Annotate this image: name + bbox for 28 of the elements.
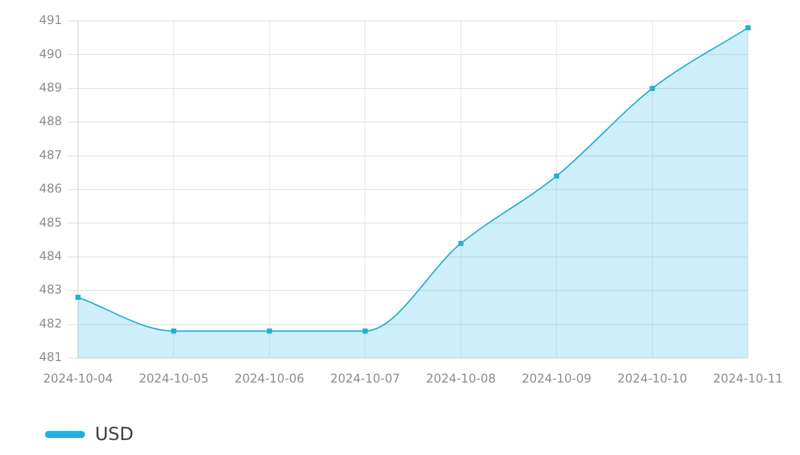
y-tick-label: 491 [39,13,62,28]
y-tick-label: 486 [39,182,62,196]
y-tick-label: 484 [39,249,62,264]
point [745,25,751,30]
point [362,328,368,334]
point [650,86,655,91]
point [458,240,464,246]
y-tick-label: 489 [39,80,62,95]
x-tick-label: 2024-10-08 [426,371,496,386]
y-tick-label: 483 [39,282,62,297]
y-tick-label: 490 [39,46,62,61]
point [554,173,560,179]
y-tick-label: 487 [39,148,62,162]
x-tick-label: 2024-10-05 [138,371,209,386]
point [171,328,176,334]
y-tick-label: 488 [39,114,62,128]
x-tick-label: 2024-10-06 [234,371,304,386]
x-tick-label: 2024-10-09 [522,371,592,386]
y-tick-label: 482 [39,316,62,330]
x-tick-label: 2024-10-10 [617,371,688,386]
point [266,328,272,334]
legend-label: USD [95,424,134,445]
y-tick-label: 485 [39,215,62,230]
x-tick-label: 2024-10-07 [330,371,400,386]
y-tick-label: 481 [39,350,62,364]
point [75,294,81,300]
x-tick-label: 2024-10-04 [43,371,113,386]
x-tick-label: 2024-10-11 [713,371,783,386]
